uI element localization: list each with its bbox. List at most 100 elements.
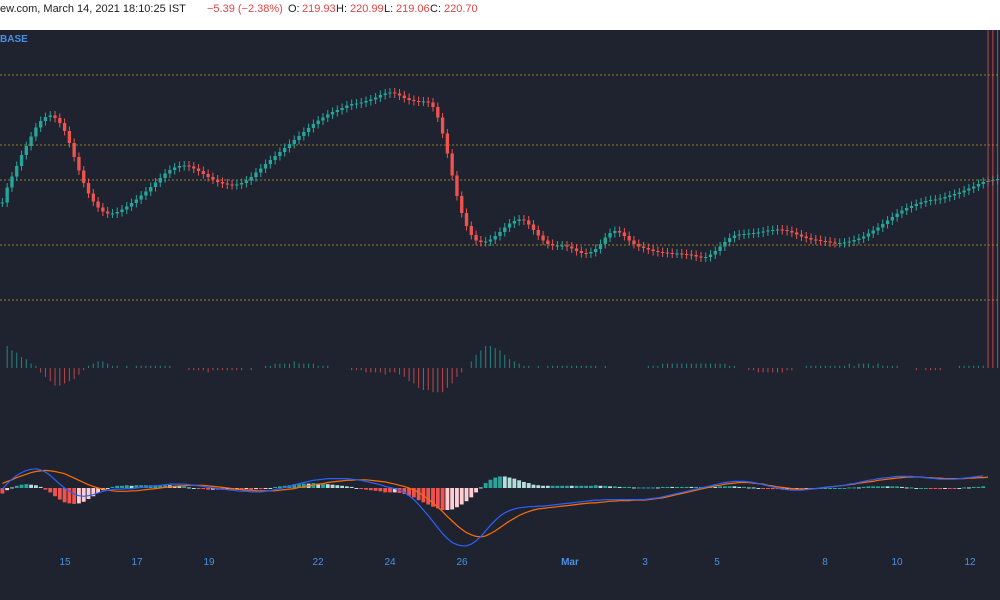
- macd-histogram-bar: [38, 486, 43, 488]
- macd-histogram-bar: [187, 487, 191, 489]
- x-tick-label: 12: [964, 557, 976, 568]
- candle: [637, 244, 641, 247]
- candle: [225, 183, 229, 185]
- macd-histogram-bar: [737, 486, 742, 488]
- candle: [273, 156, 277, 160]
- candle: [479, 240, 483, 242]
- macd-histogram-bar: [244, 488, 249, 490]
- macd-histogram-bar: [86, 488, 91, 499]
- macd-histogram-bar: [876, 486, 880, 488]
- macd-histogram-bar: [517, 480, 522, 488]
- x-tick-label: 10: [891, 557, 903, 568]
- candle: [646, 248, 650, 250]
- macd-histogram-bar: [225, 488, 230, 490]
- candle: [885, 220, 890, 224]
- candle: [651, 249, 655, 251]
- candle: [737, 234, 741, 236]
- candle: [172, 167, 177, 170]
- macd-histogram-bar: [19, 484, 24, 488]
- candle: [617, 231, 622, 233]
- macd-histogram-bar: [689, 486, 694, 488]
- candle: [0, 202, 5, 204]
- candle: [684, 254, 689, 255]
- macd-histogram-bar: [498, 476, 502, 488]
- macd-histogram-bar: [531, 484, 536, 488]
- price-change: −5.39 (−2.38%): [207, 3, 283, 15]
- chart-header: ew.com, March 14, 2021 18:10:25 IST Y −5…: [0, 0, 1000, 30]
- candle: [19, 155, 24, 166]
- candle: [756, 232, 761, 234]
- macd-histogram-bar: [33, 485, 38, 488]
- macd-histogram-bar: [316, 483, 321, 488]
- macd-histogram-bar: [890, 486, 895, 488]
- macd-histogram-bar: [852, 487, 856, 489]
- macd-histogram-bar: [177, 486, 182, 488]
- candle: [541, 235, 545, 241]
- candle: [632, 240, 636, 244]
- candle: [153, 182, 158, 187]
- macd-histogram-bar: [512, 478, 517, 488]
- candle: [359, 102, 363, 104]
- candle: [799, 234, 804, 237]
- candle: [302, 132, 306, 136]
- macd-histogram-bar: [301, 483, 306, 488]
- macd-histogram-bar: [292, 484, 297, 488]
- candle: [790, 231, 794, 233]
- macd-histogram-bar: [895, 486, 900, 488]
- candle: [43, 117, 48, 121]
- x-tick-label: 22: [312, 557, 324, 568]
- macd-histogram-bar: [258, 488, 263, 490]
- macd-histogram-bar: [48, 488, 53, 493]
- candle: [804, 236, 808, 238]
- macd-histogram-bar: [191, 488, 196, 489]
- candle: [675, 253, 679, 255]
- candle: [216, 179, 220, 182]
- candle: [919, 202, 923, 204]
- candle: [488, 239, 493, 242]
- candle: [627, 236, 631, 241]
- candle: [838, 243, 842, 244]
- macd-histogram-bar: [675, 486, 679, 488]
- macd-histogram-bar: [560, 485, 565, 488]
- macd-histogram-bar: [474, 488, 478, 493]
- macd-histogram-bar: [900, 486, 904, 488]
- macd-histogram-bar: [349, 486, 354, 488]
- candle: [570, 246, 574, 249]
- x-tick-label: 15: [59, 557, 71, 568]
- candle: [699, 256, 703, 258]
- close-value: 220.70: [444, 3, 478, 15]
- macd-histogram-bar: [206, 488, 211, 490]
- macd-histogram-bar: [91, 488, 96, 497]
- macd-histogram-bar: [115, 485, 120, 488]
- macd-histogram-bar: [627, 486, 632, 488]
- candle: [727, 238, 732, 242]
- macd-histogram-bar: [211, 488, 215, 490]
- candle: [938, 198, 942, 200]
- candle: [292, 140, 296, 144]
- macd-histogram-bar: [933, 488, 938, 489]
- macd-histogram-bar: [971, 486, 976, 488]
- macd-histogram-bar: [277, 486, 282, 488]
- candle: [780, 229, 784, 231]
- macd-histogram-bar: [828, 488, 833, 489]
- macd-histogram-bar: [105, 488, 110, 489]
- macd-histogram-bar: [555, 485, 560, 488]
- macd-histogram-bar: [373, 488, 378, 491]
- candle: [718, 246, 722, 251]
- candle: [139, 195, 143, 200]
- x-tick-label: Mar: [561, 557, 579, 568]
- candle: [503, 227, 507, 232]
- candle: [498, 232, 502, 236]
- candle: [924, 201, 928, 203]
- chart-area[interactable]: BASE 15 17 19 22 24 26 Mar 3 5 8 10 12: [0, 30, 1000, 600]
- macd-histogram-bar: [550, 485, 555, 488]
- candle: [278, 152, 282, 156]
- macd-histogram-bar: [866, 486, 871, 488]
- candle: [230, 184, 234, 186]
- macd-histogram-bar: [598, 485, 603, 488]
- candle: [972, 186, 976, 189]
- candle: [268, 160, 273, 164]
- candle: [876, 227, 880, 231]
- macd-histogram-bar: [919, 488, 923, 489]
- macd-histogram-bar: [392, 488, 397, 493]
